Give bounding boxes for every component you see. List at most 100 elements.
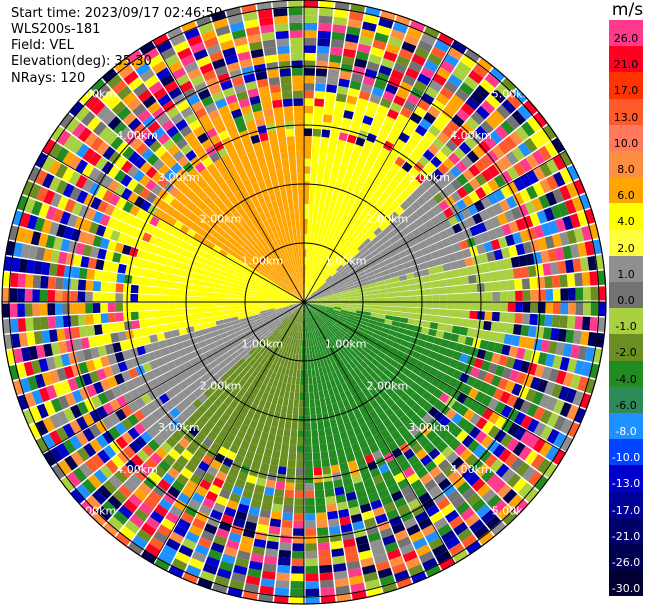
radar-gate — [423, 131, 437, 143]
radar-gate — [228, 101, 240, 112]
radar-gate — [259, 212, 267, 222]
radar-gate — [233, 384, 242, 394]
radar-gate — [110, 363, 121, 376]
radar-gate — [48, 176, 62, 192]
radar-gate — [402, 241, 412, 251]
radar-gate — [110, 262, 120, 273]
radar-gate — [281, 270, 288, 278]
radar-gate — [393, 311, 402, 317]
radar-gate — [127, 117, 142, 132]
radar-gate — [176, 315, 185, 323]
radar-gate — [415, 448, 428, 461]
radar-gate — [472, 145, 486, 159]
radar-gate — [456, 186, 469, 199]
radar-gate — [328, 449, 337, 459]
radar-gate — [500, 433, 513, 448]
radar-gate — [119, 464, 134, 479]
radar-gate — [85, 207, 97, 221]
radar-gate — [544, 141, 559, 158]
radar-gate — [335, 146, 345, 156]
radar-gate — [205, 337, 215, 345]
radar-gate — [218, 446, 229, 457]
radar-gate — [136, 385, 148, 397]
radar-gate — [143, 476, 157, 490]
radar-gate — [357, 495, 370, 506]
radar-gate — [85, 291, 93, 302]
radar-gate — [421, 190, 433, 202]
radar-gate — [152, 107, 166, 121]
radar-gate — [108, 272, 118, 283]
radar-gate — [209, 180, 220, 191]
radar-gate — [278, 272, 285, 280]
radar-gate — [138, 482, 152, 496]
radar-gate — [300, 309, 303, 317]
radar-gate — [382, 534, 396, 546]
radar-gate — [266, 201, 274, 211]
radar-gate — [258, 299, 267, 302]
radar-gate — [199, 236, 209, 246]
radar-gate — [9, 303, 18, 318]
radar-gate — [263, 330, 271, 338]
radar-gate — [373, 343, 383, 351]
radar-gate — [334, 486, 345, 496]
radar-gate — [206, 516, 221, 528]
radar-gate — [443, 433, 456, 446]
radar-gate — [375, 208, 385, 218]
radar-gate — [298, 188, 304, 197]
radar-gate — [68, 155, 82, 170]
radar-gate — [331, 402, 339, 412]
radar-gate — [366, 393, 375, 403]
radar-gate — [526, 403, 539, 418]
radar-gate — [71, 201, 83, 216]
radar-gate — [305, 543, 317, 552]
radar-gate — [474, 200, 486, 212]
radar-gate — [305, 309, 308, 317]
radar-gate — [320, 316, 328, 323]
radar-gate — [533, 422, 547, 437]
radar-gate — [290, 266, 295, 274]
radar-gate — [313, 459, 322, 468]
radar-gate — [290, 588, 304, 597]
radar-gate — [135, 142, 149, 156]
radar-gate — [370, 286, 379, 291]
radar-gate — [510, 256, 521, 268]
radar-gate — [361, 317, 370, 323]
radar-gate — [186, 443, 198, 455]
radar-gate — [280, 325, 287, 333]
radar-gate — [35, 344, 46, 359]
radar-gate — [345, 223, 353, 233]
radar-gate — [207, 342, 217, 350]
radar-gate — [425, 530, 440, 544]
radar-gate — [101, 89, 116, 105]
radar-gate — [532, 182, 545, 197]
radar-gate — [143, 47, 160, 62]
radar-gate — [452, 475, 466, 489]
radar-gate — [363, 311, 372, 316]
radar-gate — [108, 312, 117, 323]
radar-gate — [392, 22, 409, 34]
radar-gate — [326, 304, 334, 307]
radar-gate — [287, 143, 296, 152]
radar-gate — [280, 281, 288, 288]
radar-gate — [187, 331, 197, 340]
radar-gate — [425, 504, 440, 518]
radar-gate — [447, 294, 455, 302]
radar-gate — [299, 256, 302, 265]
radar-gate — [411, 351, 422, 360]
radar-gate — [258, 302, 267, 305]
radar-gate — [90, 196, 102, 210]
radar-gate — [311, 273, 315, 281]
radar-gate — [300, 234, 304, 242]
radar-gate — [99, 214, 111, 227]
radar-gate — [54, 290, 63, 302]
radar-gate — [291, 68, 303, 76]
radar-gate — [479, 381, 491, 394]
radar-gate — [378, 488, 390, 499]
radar-gate — [52, 236, 63, 251]
radar-gate — [348, 234, 356, 244]
radar-gate — [260, 187, 269, 197]
radar-gate — [278, 221, 285, 231]
radar-gate — [339, 391, 347, 401]
radar-gate — [265, 54, 278, 64]
radar-gate — [445, 366, 456, 377]
